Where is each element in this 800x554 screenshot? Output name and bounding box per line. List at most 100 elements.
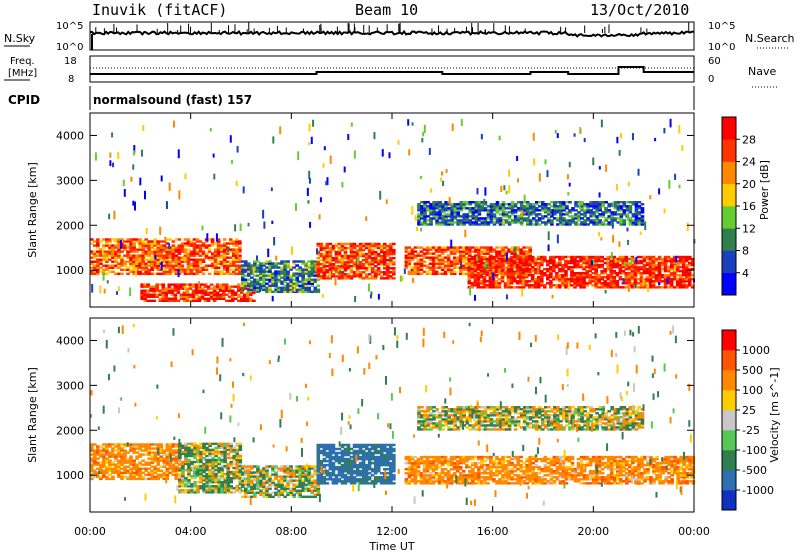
heatmap-cell (187, 466, 191, 470)
colorbar-segment (722, 117, 736, 140)
heatmap-cell (322, 267, 327, 270)
heatmap-cell (422, 256, 427, 259)
heatmap-cell (165, 475, 170, 479)
heatmap-cell (289, 268, 293, 271)
heatmap-cell (265, 278, 269, 281)
heatmap-cell (111, 254, 115, 257)
heatmap-cell (507, 217, 512, 220)
heatmap-cell (435, 219, 439, 222)
heatmap-cell (634, 217, 639, 220)
heatmap-cell (187, 481, 191, 484)
heatmap-cell (235, 489, 240, 492)
heatmap-cell (407, 272, 412, 276)
heatmap-cell (186, 242, 191, 245)
heatmap-speckle (132, 200, 135, 206)
heatmap-cell (196, 448, 200, 452)
heatmap-cell (443, 270, 448, 274)
heatmap-cell (307, 280, 312, 283)
heatmap-cell (479, 271, 484, 275)
heatmap-cell (168, 447, 173, 450)
heatmap-speckle (262, 209, 265, 219)
heatmap-cell (183, 268, 188, 272)
heatmap-cell (501, 215, 506, 218)
heatmap-cell (488, 263, 493, 267)
heatmap-cell (452, 262, 457, 265)
heatmap-cell (231, 248, 236, 251)
heatmap-cell (498, 260, 502, 263)
heatmap-cell (123, 469, 127, 472)
heatmap-speckle (618, 241, 621, 248)
heatmap-cell (513, 252, 517, 255)
heatmap-cell (434, 258, 439, 261)
heatmap-cell (259, 479, 263, 482)
heatmap-cell (588, 267, 592, 271)
heatmap-cell (361, 267, 366, 270)
heatmap-cell (226, 476, 231, 480)
heatmap-cell (613, 217, 618, 220)
heatmap-cell (196, 468, 200, 472)
heatmap-cell (304, 272, 309, 275)
heatmap-cell (138, 455, 142, 458)
heatmap-cell (153, 469, 158, 472)
heatmap-cell (503, 259, 508, 263)
heatmap-cell (367, 273, 372, 276)
heatmap-cell (244, 270, 248, 273)
heatmap-cell (610, 217, 615, 220)
heatmap-cell (164, 287, 169, 290)
heatmap-cell (96, 246, 100, 249)
heatmap-cell (190, 444, 194, 448)
heatmap-cell (609, 261, 614, 265)
heatmap-cell (238, 491, 243, 494)
heatmap-cell (513, 211, 518, 214)
heatmap-cell (413, 266, 418, 270)
heatmap-cell (539, 259, 544, 263)
heatmap-cell (553, 217, 557, 220)
heatmap-cell (213, 250, 218, 253)
heatmap-cell (507, 211, 512, 214)
heatmap-cell (515, 276, 520, 279)
heatmap-cell (173, 289, 178, 292)
heatmap-cell (534, 207, 539, 210)
heatmap-cell (512, 257, 517, 261)
heatmap-cell (298, 284, 302, 287)
heatmap-cell (153, 238, 158, 241)
heatmap-cell (231, 262, 236, 265)
heatmap-cell (193, 483, 197, 486)
heatmap-cell (184, 456, 188, 460)
heatmap-cell (458, 256, 463, 259)
heatmap-cell (468, 201, 473, 204)
heatmap-cell (435, 215, 439, 218)
heatmap-cell (476, 278, 481, 281)
heatmap-cell (265, 485, 269, 488)
heatmap-cell (219, 270, 224, 274)
heatmap-cell (429, 203, 433, 206)
heatmap-cell (153, 443, 158, 446)
heatmap-cell (503, 261, 508, 265)
heatmap-speckle (476, 188, 479, 195)
heatmap-cell (628, 211, 633, 214)
heatmap-cell (143, 299, 147, 303)
heatmap-cell (461, 258, 466, 261)
heatmap-cell (609, 269, 614, 273)
heatmap-cell (250, 487, 254, 490)
heatmap-cell (482, 276, 487, 279)
heatmap-cell (165, 477, 170, 481)
heatmap-cell (654, 263, 659, 267)
heatmap-cell (367, 254, 372, 258)
heatmap-cell (352, 273, 357, 276)
heatmap-cell (159, 250, 164, 253)
heatmap-cell (219, 250, 224, 253)
heatmap-cell (316, 244, 321, 248)
heatmap-cell (238, 458, 243, 462)
heatmap-cell (235, 470, 240, 474)
heatmap-cell (636, 259, 641, 263)
heatmap-cell (212, 287, 217, 290)
heatmap-cell (450, 207, 455, 210)
heatmap-cell (621, 269, 626, 273)
heatmap-cell (392, 262, 396, 266)
heatmap-cell (660, 286, 665, 289)
heatmap-cell (216, 250, 221, 253)
heatmap-cell (176, 299, 181, 303)
heatmap-cell (108, 248, 112, 251)
